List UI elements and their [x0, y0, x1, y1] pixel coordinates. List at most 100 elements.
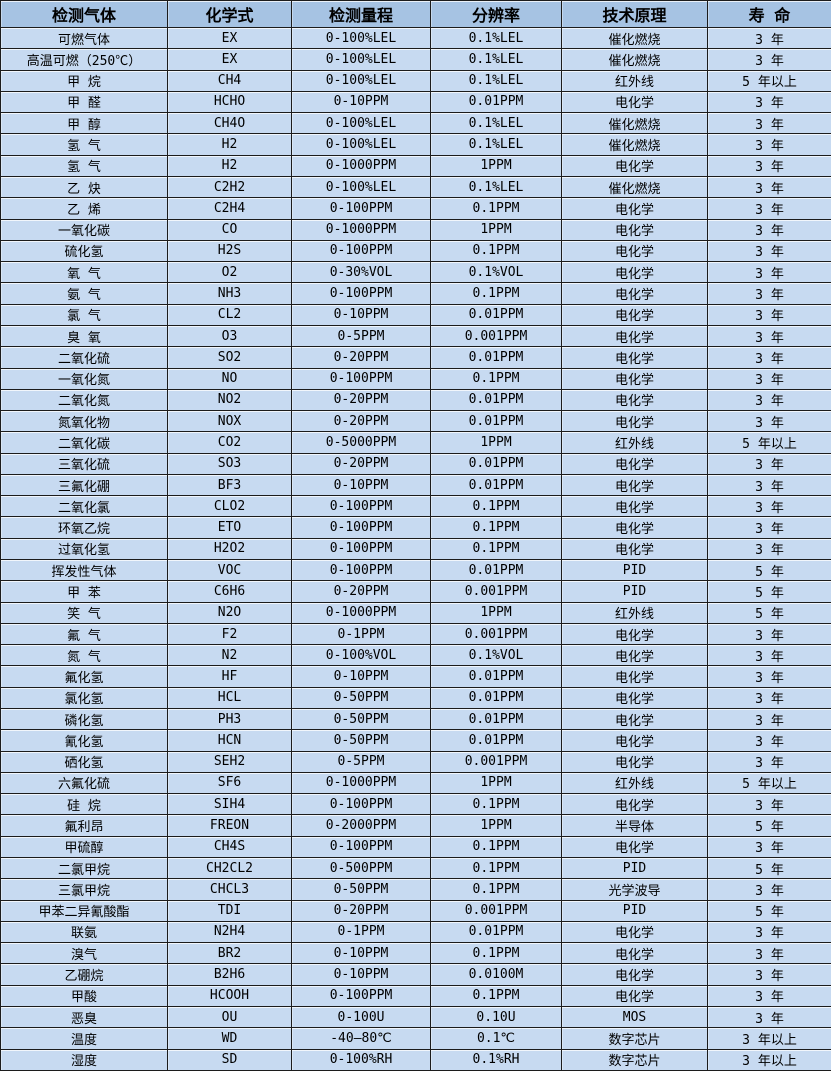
- table-row: 乙 烯 C2H4 0-100PPM 0.1PPM 电化学 3 年: [0, 197, 831, 220]
- detection-range-cell: 0-100%LEL: [291, 69, 431, 92]
- resolution-cell: 0.01PPM: [430, 707, 562, 731]
- resolution-cell: 0.1%VOL: [430, 261, 562, 284]
- table-row: 联氨 N2H4 0-1PPM 0.01PPM 电化学 3 年: [0, 920, 831, 944]
- lifespan-cell: 3 年: [707, 622, 831, 646]
- gas-name-cell: 三氧化硫: [0, 452, 168, 475]
- detection-range-cell: 0-100%LEL: [291, 175, 431, 199]
- detection-range-cell: 0-2000PPM: [291, 814, 431, 837]
- chemical-formula-cell: C2H4: [167, 197, 292, 220]
- column-header-chemical-formula: 化学式: [167, 0, 292, 28]
- lifespan-cell: 3 年: [707, 48, 831, 71]
- gas-name-cell: 甲酸: [0, 984, 168, 1007]
- resolution-cell: 0.1PPM: [430, 495, 562, 518]
- gas-name-cell: 氮 气: [0, 644, 168, 667]
- technology-principle-cell: PID: [561, 856, 708, 880]
- chemical-formula-cell: EX: [167, 26, 292, 50]
- lifespan-cell: 3 年: [707, 133, 831, 156]
- gas-name-cell: 氟利昂: [0, 814, 168, 837]
- gas-name-cell: 过氧化氢: [0, 537, 168, 561]
- gas-name-cell: 挥发性气体: [0, 559, 168, 582]
- table-row: 氟 气 F2 0-1PPM 0.001PPM 电化学 3 年: [0, 622, 831, 646]
- resolution-cell: 0.1PPM: [430, 856, 562, 880]
- technology-principle-cell: 电化学: [561, 644, 708, 667]
- resolution-cell: 0.1PPM: [430, 537, 562, 561]
- table-row: 氟化氢 HF 0-10PPM 0.01PPM 电化学 3 年: [0, 665, 831, 688]
- resolution-cell: 0.1PPM: [430, 282, 562, 305]
- gas-name-cell: 二氧化硫: [0, 346, 168, 369]
- gas-name-cell: 可燃气体: [0, 26, 168, 50]
- detection-range-cell: 0-100PPM: [291, 793, 431, 816]
- chemical-formula-cell: NH3: [167, 282, 292, 305]
- lifespan-cell: 3 年: [707, 346, 831, 369]
- technology-principle-cell: 红外线: [561, 771, 708, 795]
- detection-range-cell: 0-1000PPM: [291, 771, 431, 795]
- table-row: 甲 苯 C6H6 0-20PPM 0.001PPM PID 5 年: [0, 580, 831, 603]
- chemical-formula-cell: HF: [167, 665, 292, 688]
- technology-principle-cell: 电化学: [561, 495, 708, 518]
- chemical-formula-cell: H2S: [167, 239, 292, 263]
- detection-range-cell: 0-50PPM: [291, 729, 431, 752]
- technology-principle-cell: PID: [561, 580, 708, 603]
- lifespan-cell: 3 年: [707, 984, 831, 1007]
- detection-range-cell: 0-100PPM: [291, 495, 431, 518]
- resolution-cell: 0.01PPM: [430, 452, 562, 475]
- detection-range-cell: 0-10PPM: [291, 303, 431, 326]
- lifespan-cell: 5 年: [707, 814, 831, 837]
- detection-range-cell: 0-100%VOL: [291, 644, 431, 667]
- gas-name-cell: 臭 氧: [0, 324, 168, 348]
- resolution-cell: 0.10U: [430, 1005, 562, 1029]
- technology-principle-cell: PID: [561, 559, 708, 582]
- lifespan-cell: 3 年: [707, 495, 831, 518]
- lifespan-cell: 3 年: [707, 644, 831, 667]
- table-row: 氯 气 CL2 0-10PPM 0.01PPM 电化学 3 年: [0, 303, 831, 326]
- technology-principle-cell: 电化学: [561, 920, 708, 944]
- resolution-cell: 0.001PPM: [430, 622, 562, 646]
- detection-range-cell: 0-1000PPM: [291, 601, 431, 624]
- resolution-cell: 0.01PPM: [430, 686, 562, 710]
- chemical-formula-cell: VOC: [167, 559, 292, 582]
- gas-name-cell: 三氯甲烷: [0, 878, 168, 901]
- technology-principle-cell: 电化学: [561, 516, 708, 539]
- table-row: 甲 烷 CH4 0-100%LEL 0.1%LEL 红外线 5 年以上: [0, 69, 831, 92]
- table-row: 三氟化硼 BF3 0-10PPM 0.01PPM 电化学 3 年: [0, 473, 831, 497]
- resolution-cell: 1PPM: [430, 771, 562, 795]
- chemical-formula-cell: NO2: [167, 388, 292, 412]
- lifespan-cell: 3 年: [707, 793, 831, 816]
- chemical-formula-cell: CH4S: [167, 835, 292, 858]
- lifespan-cell: 3 年: [707, 410, 831, 433]
- lifespan-cell: 3 年: [707, 686, 831, 710]
- table-row: 二氧化碳 CO2 0-5000PPM 1PPM 红外线 5 年以上: [0, 431, 831, 454]
- resolution-cell: 0.1PPM: [430, 197, 562, 220]
- table-row: 氮氧化物 NOX 0-20PPM 0.01PPM 电化学 3 年: [0, 410, 831, 433]
- detection-range-cell: 0-100PPM: [291, 537, 431, 561]
- table-row: 一氧化碳 CO 0-1000PPM 1PPM 电化学 3 年: [0, 218, 831, 241]
- chemical-formula-cell: CH4: [167, 69, 292, 92]
- gas-name-cell: 三氟化硼: [0, 473, 168, 497]
- chemical-formula-cell: CO: [167, 218, 292, 241]
- technology-principle-cell: 电化学: [561, 410, 708, 433]
- chemical-formula-cell: CHCL3: [167, 878, 292, 901]
- detection-range-cell: 0-20PPM: [291, 410, 431, 433]
- gas-name-cell: 氟化氢: [0, 665, 168, 688]
- chemical-formula-cell: H2: [167, 133, 292, 156]
- lifespan-cell: 3 年: [707, 516, 831, 539]
- resolution-cell: 0.01PPM: [430, 410, 562, 433]
- technology-principle-cell: 电化学: [561, 622, 708, 646]
- table-row: 二氯甲烷 CH2CL2 0-500PPM 0.1PPM PID 5 年: [0, 856, 831, 880]
- detection-range-cell: 0-10PPM: [291, 90, 431, 114]
- table-row: 一氧化氮 NO 0-100PPM 0.1PPM 电化学 3 年: [0, 367, 831, 390]
- resolution-cell: 0.1%LEL: [430, 112, 562, 135]
- chemical-formula-cell: HCN: [167, 729, 292, 752]
- gas-name-cell: 氯化氢: [0, 686, 168, 710]
- detection-range-cell: 0-100%LEL: [291, 133, 431, 156]
- chemical-formula-cell: CH2CL2: [167, 856, 292, 880]
- gas-name-cell: 二氧化碳: [0, 431, 168, 454]
- resolution-cell: 0.1%RH: [430, 1048, 562, 1071]
- table-row: 湿度 SD 0-100%RH 0.1%RH 数字芯片 3 年以上: [0, 1048, 831, 1071]
- technology-principle-cell: 电化学: [561, 90, 708, 114]
- detection-range-cell: 0-10PPM: [291, 942, 431, 965]
- table-row: 甲酸 HCOOH 0-100PPM 0.1PPM 电化学 3 年: [0, 984, 831, 1007]
- table-row: 氰化氢 HCN 0-50PPM 0.01PPM 电化学 3 年: [0, 729, 831, 752]
- table-row: 甲硫醇 CH4S 0-100PPM 0.1PPM 电化学 3 年: [0, 835, 831, 858]
- detection-range-cell: 0-100U: [291, 1005, 431, 1029]
